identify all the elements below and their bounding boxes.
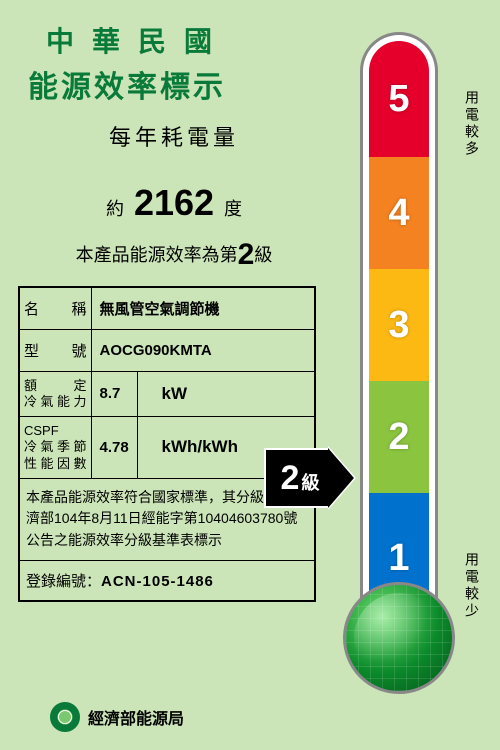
grade-number: 2: [238, 238, 255, 271]
thermometer-segment-4: 4: [369, 157, 429, 269]
row-model-label: 型 號: [19, 329, 91, 371]
thermometer-segment-3: 3: [369, 269, 429, 381]
label-title: 能源效率標示: [18, 62, 330, 106]
label-more-power: 用電較多: [462, 90, 482, 158]
efficiency-thermometer: 54321 用電較多 用電較少: [348, 22, 478, 722]
consumption-row: 約 2162 度: [18, 182, 330, 224]
row-cspf-value: 4.78: [91, 417, 137, 479]
consumption-value: 2162: [134, 182, 214, 224]
authority-name: 經濟部能源局: [88, 705, 184, 729]
row-capacity-value: 8.7: [91, 371, 137, 417]
grade-pointer: 2 級: [264, 448, 354, 508]
authority-seal-icon: [50, 702, 80, 732]
country-title: 中華民國: [18, 20, 330, 60]
issuing-authority: 經濟部能源局: [50, 702, 184, 732]
thermometer-tube: 54321: [360, 32, 438, 612]
registration-label: 登錄編號：: [26, 573, 101, 590]
pointer-grade: 2: [281, 459, 300, 498]
left-panel: 中華民國 能源效率標示 每年耗電量 約 2162 度 本產品能源效率為第2級 名…: [0, 0, 330, 602]
label-less-power: 用電較少: [462, 552, 482, 620]
consumption-unit: 度: [224, 195, 242, 221]
thermometer-segment-5: 5: [369, 41, 429, 157]
grade-suffix: 級: [254, 245, 272, 265]
annual-consumption-heading: 每年耗電量: [18, 120, 330, 152]
grade-prefix: 本產品能源效率為第: [76, 245, 238, 265]
registration-row: 登錄編號：ACN-105-1486: [19, 560, 315, 601]
row-name-value: 無風管空氣調節機: [91, 287, 315, 329]
thermometer-segment-2: 2: [369, 381, 429, 493]
row-cspf-label: CSPF冷氣季節性能因數: [19, 417, 91, 479]
thermometer-bulb-globe-icon: [343, 582, 455, 694]
row-model-value: AOCG090KMTA: [91, 329, 315, 371]
row-capacity-unit: kW: [137, 371, 315, 417]
row-capacity-label: 額 定冷氣能力: [19, 371, 91, 417]
row-name-label: 名 稱: [19, 287, 91, 329]
registration-number: ACN-105-1486: [101, 573, 214, 590]
product-info-table: 名 稱 無風管空氣調節機 型 號 AOCG090KMTA 額 定冷氣能力 8.7…: [18, 286, 316, 602]
approx-label: 約: [106, 195, 124, 221]
efficiency-grade-sentence: 本產品能源效率為第2級: [18, 238, 330, 272]
pointer-suffix: 級: [301, 469, 319, 495]
